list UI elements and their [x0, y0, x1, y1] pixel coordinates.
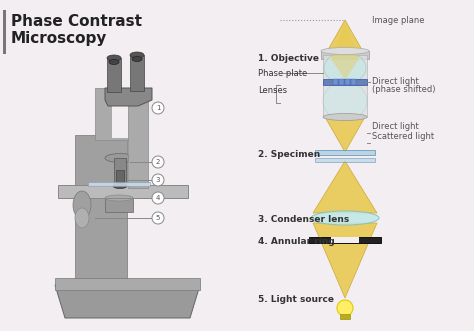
Ellipse shape [75, 208, 89, 228]
Ellipse shape [323, 81, 367, 120]
Bar [58, 185, 188, 198]
Polygon shape [313, 161, 377, 213]
Bar [95, 88, 147, 140]
Text: 4: 4 [156, 195, 160, 201]
Ellipse shape [152, 192, 164, 204]
Bar [309, 237, 381, 243]
Ellipse shape [107, 55, 121, 61]
Ellipse shape [311, 211, 379, 225]
Text: 1: 1 [156, 105, 160, 111]
Ellipse shape [337, 300, 353, 316]
Bar [351, 79, 356, 85]
Polygon shape [105, 88, 152, 106]
Text: (phase shifted): (phase shifted) [372, 85, 436, 94]
Ellipse shape [109, 60, 119, 65]
Ellipse shape [323, 114, 367, 120]
Bar [107, 58, 121, 92]
Ellipse shape [113, 183, 127, 188]
Text: 5: 5 [156, 215, 160, 221]
Bar [345, 79, 350, 85]
Bar [333, 79, 338, 85]
Ellipse shape [130, 52, 144, 58]
Bar [323, 55, 367, 117]
Bar [323, 79, 367, 85]
Text: 1. Objective: 1. Objective [258, 54, 319, 63]
Ellipse shape [132, 57, 142, 62]
Ellipse shape [321, 48, 369, 55]
Ellipse shape [152, 102, 164, 114]
Polygon shape [325, 117, 365, 152]
Polygon shape [331, 22, 359, 59]
Text: Lenses: Lenses [258, 85, 287, 94]
Bar [114, 158, 126, 186]
Ellipse shape [73, 191, 91, 219]
Text: 5. Light source: 5. Light source [258, 296, 334, 305]
Text: 4. Annular ring: 4. Annular ring [258, 238, 335, 247]
Bar [339, 79, 344, 85]
Bar [315, 158, 375, 162]
Text: Direct light: Direct light [372, 77, 419, 86]
Ellipse shape [152, 156, 164, 168]
Text: 2. Specimen: 2. Specimen [258, 150, 320, 159]
Ellipse shape [324, 53, 366, 83]
Bar [75, 135, 127, 283]
Polygon shape [325, 20, 365, 55]
Text: Microscopy: Microscopy [11, 31, 108, 46]
Text: 3: 3 [156, 177, 160, 183]
Bar [3, 10, 6, 54]
Bar [128, 88, 148, 188]
Polygon shape [55, 285, 200, 318]
Bar [130, 55, 144, 91]
Bar [315, 150, 375, 155]
Ellipse shape [152, 174, 164, 186]
Text: 3. Condenser lens: 3. Condenser lens [258, 215, 349, 224]
Ellipse shape [152, 212, 164, 224]
Text: 2: 2 [156, 159, 160, 165]
Polygon shape [331, 59, 359, 80]
Bar [340, 314, 350, 319]
Ellipse shape [105, 154, 135, 163]
Bar [331, 237, 359, 243]
Text: Scattered light: Scattered light [372, 132, 434, 141]
Text: Phase plate: Phase plate [258, 69, 307, 77]
Bar [88, 182, 150, 186]
Text: Direct light: Direct light [372, 122, 419, 131]
Bar [55, 278, 200, 290]
Polygon shape [313, 223, 377, 298]
Text: Image plane: Image plane [372, 16, 425, 24]
Ellipse shape [105, 195, 133, 201]
Bar [323, 85, 367, 117]
Bar [116, 170, 124, 186]
Bar [112, 88, 147, 138]
Bar [105, 198, 133, 212]
Bar [321, 51, 369, 59]
Text: Phase Contrast: Phase Contrast [11, 14, 142, 29]
